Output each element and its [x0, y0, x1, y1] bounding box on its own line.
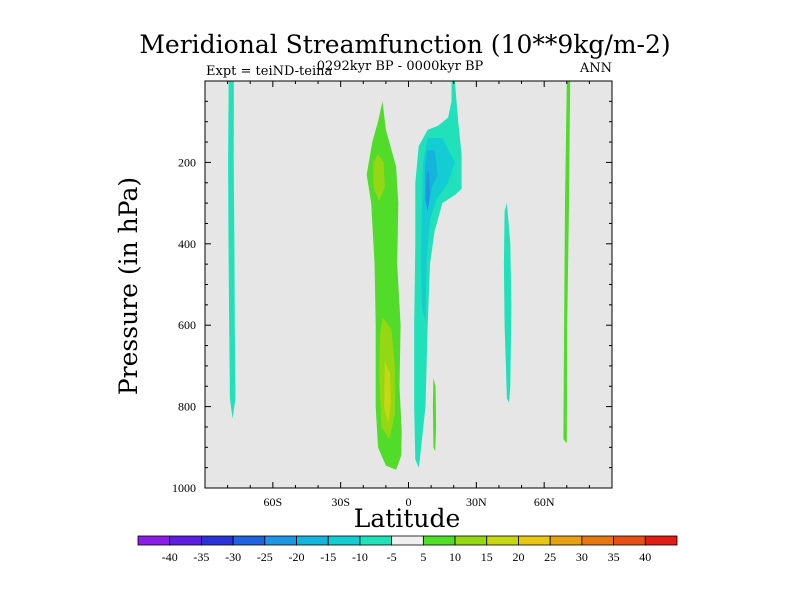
colorbar-label: -30 — [225, 550, 241, 564]
colorbar-label: 20 — [512, 550, 524, 564]
x-tick-label: 30N — [466, 495, 487, 509]
tropical-positive-core — [384, 361, 391, 423]
tropical-positive-inner-upper — [373, 154, 385, 202]
experiment-label: Expt = teiND-teina — [206, 64, 332, 79]
subtropical-positive-patch — [432, 378, 437, 452]
colorbar-swatch — [422, 535, 456, 546]
northern-negative-center — [425, 170, 430, 212]
colorbar-swatch — [169, 535, 202, 546]
colorbar-swatch — [137, 535, 171, 546]
colorbar-swatch — [327, 535, 361, 546]
y-tick-label: 600 — [178, 318, 196, 332]
colorbar-swatch — [644, 535, 678, 546]
y-tick-label: 1000 — [172, 481, 196, 495]
x-axis-label: Latitude — [354, 504, 461, 533]
colorbar-swatch — [391, 535, 424, 546]
season-label: ANN — [579, 61, 612, 76]
chart-title: Meridional Streamfunction (10**9kg/m-2) — [139, 30, 670, 59]
colorbar-label: -5 — [387, 550, 397, 564]
colorbar-label: 5 — [420, 550, 426, 564]
colorbar-label: 40 — [639, 550, 651, 564]
south-polar-negative-strip — [228, 81, 236, 419]
contour-regions — [228, 81, 571, 470]
colorbar-label: -40 — [162, 550, 178, 564]
colorbar-swatch — [581, 535, 614, 546]
y-tick-label: 400 — [178, 237, 196, 251]
colorbar-label: 35 — [608, 550, 620, 564]
plot-background — [205, 81, 612, 488]
colorbar-swatch — [296, 535, 329, 546]
plot-area: 200 400 600 800 1000 60S 30S 0 30N 60N — [172, 80, 613, 509]
x-tick-label: 60N — [534, 495, 555, 509]
y-axis-label: Pressure (in hPa) — [114, 177, 143, 395]
colorbar-swatch — [201, 535, 234, 546]
colorbar-label: 15 — [481, 550, 493, 564]
colorbar-swatch — [232, 535, 266, 546]
chart-subtitle: 0292kyr BP - 0000kyr BP — [317, 59, 484, 74]
colorbar-swatch — [454, 535, 488, 546]
x-tick-label: 60S — [263, 495, 282, 509]
colorbar-swatch — [613, 535, 646, 546]
colorbar-label: -15 — [320, 550, 336, 564]
colorbar-label: 25 — [544, 550, 556, 564]
colorbar-label: 10 — [449, 550, 461, 564]
x-tick-label: 30S — [331, 495, 350, 509]
y-axis: 200 400 600 800 1000 — [172, 100, 612, 495]
colorbar-swatch — [264, 535, 297, 546]
colorbar-swatch — [518, 535, 551, 546]
colorbar-label: -25 — [257, 550, 273, 564]
y-tick-label: 200 — [178, 155, 196, 169]
y-tick-label: 800 — [178, 400, 196, 414]
midlatitude-negative-strip — [503, 203, 512, 403]
colorbar: -40 -35 -30 -25 -20 -15 -10 -5 5 10 15 20 25 30 35 40 — [137, 535, 678, 564]
north-polar-positive-strip — [563, 81, 571, 444]
colorbar-label: -35 — [193, 550, 209, 564]
colorbar-label: -20 — [289, 550, 305, 564]
colorbar-swatch — [359, 535, 393, 546]
colorbar-swatch — [549, 535, 583, 546]
colorbar-swatch — [486, 535, 519, 546]
colorbar-label: -10 — [352, 550, 368, 564]
x-tick-label: 0 — [406, 495, 412, 509]
x-axis: 60S 30S 0 30N 60N — [227, 81, 590, 509]
colorbar-label: 30 — [576, 550, 588, 564]
